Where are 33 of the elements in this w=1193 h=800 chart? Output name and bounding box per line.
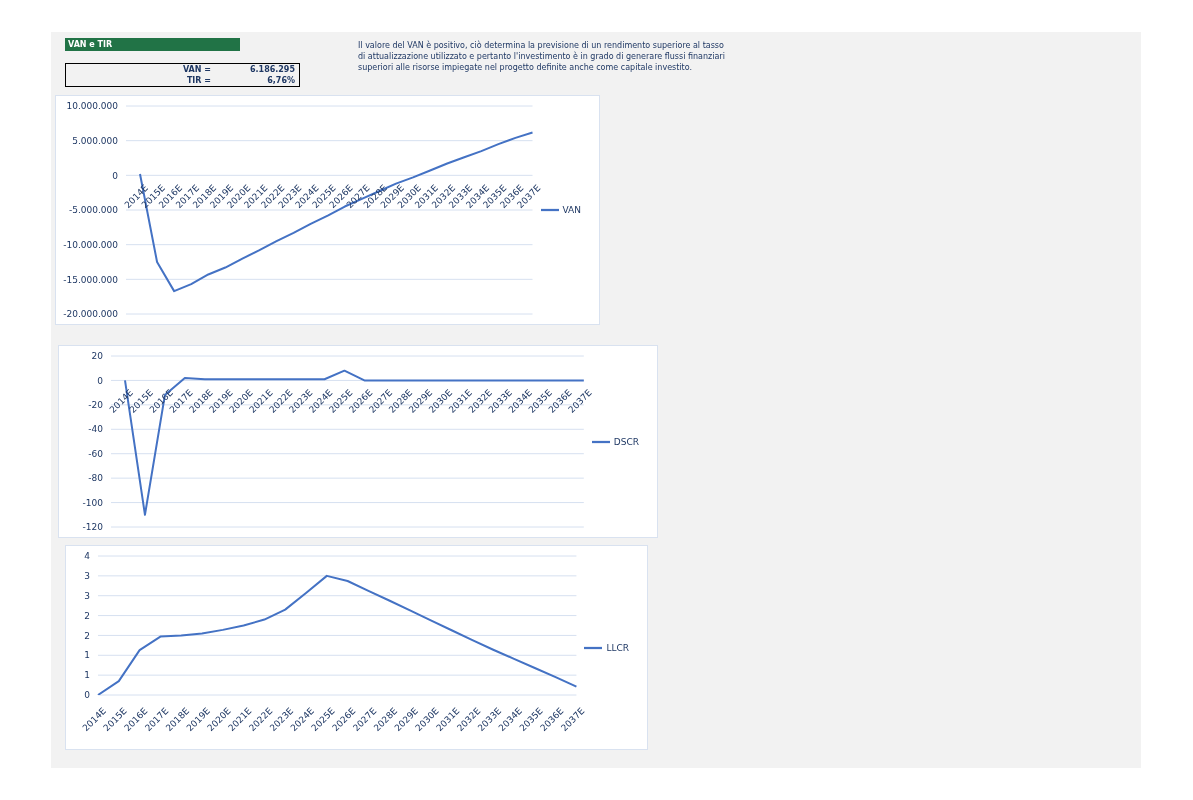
legend-label: DSCR [613,436,639,446]
y-tick-label: 20 [91,351,104,362]
y-tick-label: 1 [84,670,90,681]
y-tick-label: -120 [82,522,104,533]
y-tick-label: 0 [84,690,91,701]
text: 6.186.295 [248,64,295,75]
y-tick-label: -80 [88,473,104,484]
legend-label: VAN [562,204,581,215]
y-tick-label: 5.000.000 [72,135,119,146]
y-tick-label: 0 [97,375,104,386]
y-tick-label: -20 [88,400,104,411]
text: 6,76% [266,75,295,86]
y-tick-label: -10.000.000 [63,239,119,250]
y-tick-label: -40 [88,424,104,435]
y-tick-label: -20.000.000 [63,309,119,320]
text: VAN = [181,64,211,75]
y-tick-label: 4 [84,551,91,562]
y-tick-label: 0 [112,170,119,181]
y-tick-label: 2 [84,610,90,621]
legend-label: LLCR [606,642,629,652]
line-series [97,574,578,695]
y-tick-label: -100 [82,497,104,508]
y-tick-label: 1 [84,650,90,661]
y-tick-label: 2 [84,630,90,641]
y-tick-label: -15.000.000 [63,274,119,285]
y-tick-label: -5.000.000 [68,205,119,216]
y-tick-label: 3 [84,590,90,601]
text: Il valore del VAN è positivo, ciò determina la previsione di un rendimento superiore al tasso di attualizzazione utilizzato e pertanto l'investimento è in grado di generare flussi finanziari superiori alle risorse impiegate nel progetto definite anche come capitale investito. [358,40,726,73]
chart-title: VAN e TIR [65,38,240,51]
y-tick-label: 3 [84,571,90,582]
y-tick-label: -60 [88,448,104,459]
text: TIR = [185,75,211,86]
y-tick-label: 10.000.000 [66,101,119,112]
